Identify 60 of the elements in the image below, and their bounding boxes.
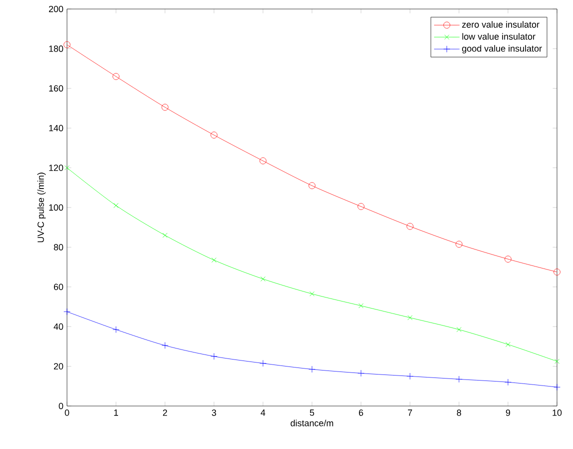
point xyxy=(260,276,266,282)
x-tick-label: 5 xyxy=(310,410,314,416)
y-tick-label: 140 xyxy=(49,124,64,132)
x-tick-label: 0 xyxy=(64,410,70,416)
point xyxy=(506,342,510,347)
point xyxy=(64,41,70,48)
point xyxy=(308,366,316,373)
y-tick-label: 0 xyxy=(58,402,64,410)
point xyxy=(112,326,120,333)
x-tick-label: 4 xyxy=(260,410,266,416)
y-tick-label: 180 xyxy=(49,46,64,52)
point xyxy=(456,240,462,248)
point xyxy=(210,132,218,138)
x-tick-label: 8 xyxy=(456,410,462,416)
x-tick-label: 9 xyxy=(506,410,510,416)
point xyxy=(210,352,218,360)
point xyxy=(406,372,414,380)
y-tick-label: 40 xyxy=(54,323,64,330)
point xyxy=(554,358,560,364)
point xyxy=(162,232,168,238)
y-tick-label: 120 xyxy=(49,164,64,171)
point xyxy=(260,157,266,164)
x-tick-label: 1 xyxy=(114,410,118,416)
y-tick-label: 60 xyxy=(54,284,64,290)
point xyxy=(358,370,364,377)
x-tick-label: 2 xyxy=(162,410,168,416)
point xyxy=(504,378,512,386)
point xyxy=(504,256,512,262)
point xyxy=(456,327,462,332)
y-tick-label: 80 xyxy=(54,244,64,250)
point xyxy=(310,291,314,296)
point xyxy=(114,203,118,208)
legend-label: zero value insulator xyxy=(462,21,540,28)
point xyxy=(554,384,560,391)
point xyxy=(358,203,364,210)
x-axis-title: distance/m xyxy=(290,420,334,426)
point xyxy=(358,303,364,308)
x-tick-label: 10 xyxy=(552,410,562,416)
y-tick-label: 100 xyxy=(49,204,64,211)
point xyxy=(554,268,560,276)
point xyxy=(456,376,462,383)
x-tick-label: 3 xyxy=(212,410,216,416)
point xyxy=(260,360,266,367)
point xyxy=(408,315,412,320)
y-tick-label: 200 xyxy=(48,6,64,12)
x-tick-label: 7 xyxy=(408,410,412,416)
y-tick-label: 20 xyxy=(54,363,64,370)
x-tick-label: 6 xyxy=(358,410,364,416)
legend-label: low value insulator xyxy=(462,33,536,40)
y-axis-title: UV-C pulse (/min) xyxy=(37,172,46,242)
point xyxy=(308,182,316,190)
point xyxy=(64,308,70,316)
point xyxy=(162,342,168,349)
point xyxy=(406,222,414,230)
y-tick-label: 160 xyxy=(49,85,64,92)
point xyxy=(64,165,70,170)
point xyxy=(212,258,216,263)
legend-label: good value insulator xyxy=(462,45,542,54)
point xyxy=(112,73,120,80)
point xyxy=(162,104,168,111)
